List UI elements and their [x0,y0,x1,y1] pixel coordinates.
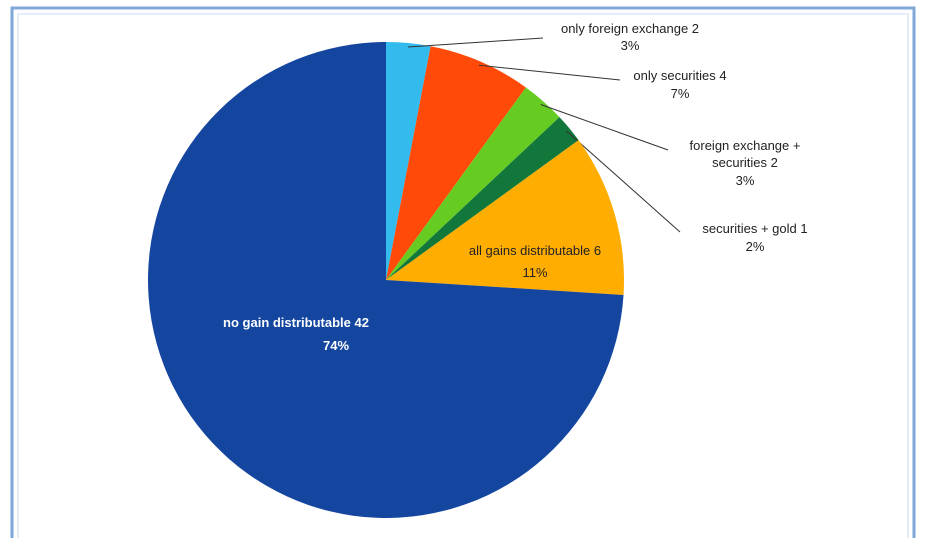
value-label: 74% [322,338,350,353]
category-label: no gain distributable 42 [223,315,369,330]
pie-slice [386,140,624,295]
leader-line [407,37,544,48]
leader-line [478,64,621,81]
category-label: only foreign exchange 2 [560,21,700,36]
leader-line [540,104,669,151]
leader-line [565,130,681,233]
pie-slice [386,46,526,280]
frame [10,6,916,538]
value-label: 7% [670,86,690,101]
inner-frame [17,13,909,538]
pie-slice [386,87,560,281]
category-label: foreign exchange + securities 2 [689,138,801,170]
pie-slice [147,42,624,518]
category-label: only securities 4 [633,68,727,83]
value-label: 11% [522,265,548,280]
pie-slice [386,42,431,280]
pie-slice [386,117,579,280]
category-label: securities + gold 1 [702,221,808,236]
value-label: 3% [735,173,755,188]
category-label: all gains distributable 6 [468,243,602,258]
value-label: 2% [745,239,765,254]
value-label: 3% [620,38,640,53]
